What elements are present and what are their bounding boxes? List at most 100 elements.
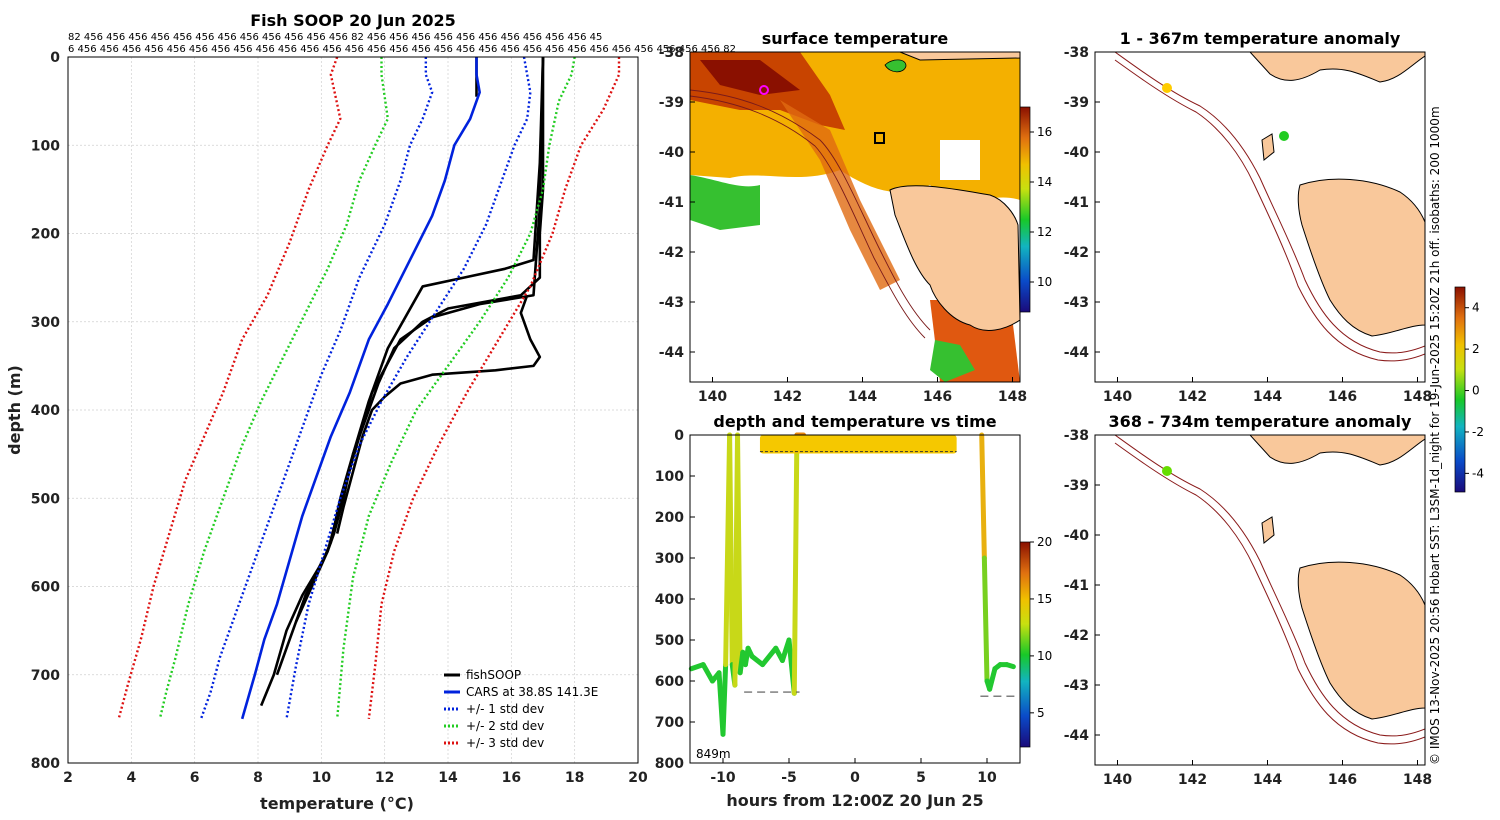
map-xtick-label: 146 xyxy=(1328,389,1357,405)
map-xtick-label: 142 xyxy=(1178,772,1207,788)
profile-xtick-label: 14 xyxy=(438,770,458,786)
map-ytick-label: -39 xyxy=(1064,478,1089,494)
colorbar-tick-label: 10 xyxy=(1037,649,1052,663)
sst-ticks: 140 142 144 146 148 -38 -39 -40 -41 -42 -43 -44 xyxy=(659,45,1027,405)
map-ytick-label: -40 xyxy=(1064,145,1090,161)
time-ytick-label: 200 xyxy=(655,510,684,526)
legend-label-fishsoop: fishSOOP xyxy=(466,668,521,682)
map-ytick-label: -42 xyxy=(659,245,684,261)
colorbar-tick-label: 0 xyxy=(1472,384,1480,398)
time-trace-segment xyxy=(987,666,998,692)
profile-xtick-label: 2 xyxy=(63,770,73,786)
profile-xtick-label: 8 xyxy=(253,770,263,786)
profile-xtick-label: 10 xyxy=(312,770,332,786)
profile-ytick-label: 100 xyxy=(31,138,60,154)
anomaly-deep-map xyxy=(1095,435,1425,765)
time-xtick-label: -5 xyxy=(781,770,797,786)
time-ytick-label: 400 xyxy=(655,592,684,608)
profile-line-fishsoop xyxy=(259,57,545,707)
map-ytick-label: -40 xyxy=(659,145,685,161)
map-ytick-label: -39 xyxy=(659,95,684,111)
profile-panel: Fish SOOP 20 Jun 2025 82 456 456 456 456… xyxy=(5,11,736,813)
time-trace-segment xyxy=(700,662,715,684)
map-xtick-label: 146 xyxy=(923,389,952,405)
map-ytick-label: -39 xyxy=(1064,95,1089,111)
time-xtick-label: -10 xyxy=(710,770,736,786)
time-panel: depth and temperature vs time -10 -5 0 5 100… xyxy=(655,412,1053,810)
profile-legend: fishSOOP CARS at 38.8S 141.3E +/- 1 std … xyxy=(444,668,598,750)
profile-ytick-label: 300 xyxy=(31,315,60,331)
time-trace-segment xyxy=(981,555,990,684)
colorbar-tick-label: 20 xyxy=(1037,535,1052,549)
anomaly-deep-frame xyxy=(1094,434,1426,766)
map-xtick-label: 140 xyxy=(698,389,727,405)
colorbar-tick-label: -4 xyxy=(1472,466,1484,480)
time-trace-segment xyxy=(735,432,743,676)
map-ytick-label: -43 xyxy=(659,295,684,311)
anomaly-shallow-frame xyxy=(1094,51,1426,383)
profile-xlabel: temperature (°C) xyxy=(260,794,414,813)
sst-panel: surface temperature 140 142 144 146 148 -38 -3… xyxy=(659,29,1053,405)
time-ytick-label: 700 xyxy=(655,715,684,731)
anomaly-deep-ticks: 140 142 144 146 148 -38 -39 -40 -41 -42 -43 -44 xyxy=(1064,428,1432,788)
anomaly-shallow-panel: 1 - 367m temperature anomaly 140 142 144 14… xyxy=(1064,29,1432,405)
colorbar-tick-label: 4 xyxy=(1472,301,1480,315)
profile-line-stddev xyxy=(335,56,576,719)
sst-colorbar xyxy=(1019,106,1031,313)
profile-ytick-label: 400 xyxy=(31,403,60,419)
legend-label-std1: +/- 1 std dev xyxy=(466,702,544,716)
legend-label-std3: +/- 3 std dev xyxy=(466,736,544,750)
anomaly-shallow-point-2 xyxy=(1279,131,1289,141)
map-ytick-label: -42 xyxy=(1064,245,1089,261)
map-xtick-label: 142 xyxy=(773,389,802,405)
map-xtick-label: 140 xyxy=(1103,772,1132,788)
map-ytick-label: -44 xyxy=(659,345,685,361)
time-colorbar xyxy=(1019,541,1031,748)
anomaly-shallow-map xyxy=(1095,52,1425,382)
profile-ytick-label: 0 xyxy=(50,50,60,66)
map-xtick-label: 148 xyxy=(998,389,1027,405)
map-ytick-label: -44 xyxy=(1064,728,1090,744)
profile-top-counts-2: 6 456 456 456 456 456 456 456 456 456 45… xyxy=(68,44,736,55)
map-xtick-label: 148 xyxy=(1403,772,1432,788)
map-xtick-label: 140 xyxy=(1103,389,1132,405)
colorbar-tick-label: -2 xyxy=(1472,425,1484,439)
anomaly-deep-panel: 368 - 734m temperature anomaly 140 142 144… xyxy=(1064,412,1432,788)
time-xtick-label: 10 xyxy=(977,770,997,786)
colorbar-tick-label: 14 xyxy=(1037,175,1052,189)
time-ytick-label: 600 xyxy=(655,674,684,690)
anomaly-shallow-ticks: 140 142 144 146 148 -38 -39 -40 -41 -42 -43 -44 xyxy=(1064,45,1432,405)
map-ytick-label: -44 xyxy=(1064,345,1090,361)
time-colorbar-ticks: 5 10 15 20 xyxy=(1030,535,1052,720)
profile-xtick-label: 18 xyxy=(565,770,584,786)
profile-line-fishsoop xyxy=(294,56,545,623)
time-title: depth and temperature vs time xyxy=(713,412,996,431)
profile-frame xyxy=(67,56,639,764)
colorbar-tick-label: 10 xyxy=(1037,275,1052,289)
map-xtick-label: 146 xyxy=(1328,772,1357,788)
profile-title: Fish SOOP 20 Jun 2025 xyxy=(250,11,456,30)
profile-line-cars xyxy=(240,57,481,720)
map-ytick-label: -38 xyxy=(659,45,684,61)
colorbar-tick-label: 15 xyxy=(1037,592,1052,606)
profile-xtick-label: 4 xyxy=(126,770,136,786)
time-ytick-label: 300 xyxy=(655,551,684,567)
time-ytick-label: 100 xyxy=(655,469,684,485)
map-ytick-label: -41 xyxy=(1064,195,1089,211)
map-ytick-label: -38 xyxy=(1064,45,1089,61)
profile-top-counts-1: 82 456 456 456 456 456 456 456 456 456 4… xyxy=(68,32,602,43)
time-trace xyxy=(688,432,1017,737)
anomaly-shallow-point-1 xyxy=(1162,83,1172,93)
sst-map xyxy=(690,52,1020,382)
map-xtick-label: 144 xyxy=(848,389,877,405)
time-trace-segment xyxy=(720,662,729,737)
profile-line-stddev xyxy=(158,57,390,720)
profile-line-stddev xyxy=(199,57,434,720)
profile-ylabel: depth (m) xyxy=(5,365,24,455)
map-ytick-label: -43 xyxy=(1064,678,1089,694)
anomaly-colorbar xyxy=(1454,286,1466,493)
credit-text: © IMOS 13-Nov-2025 20:56 Hobart SST: L3S… xyxy=(1428,106,1442,765)
profile-ytick-label: 200 xyxy=(31,227,60,243)
map-ytick-label: -43 xyxy=(1064,295,1089,311)
